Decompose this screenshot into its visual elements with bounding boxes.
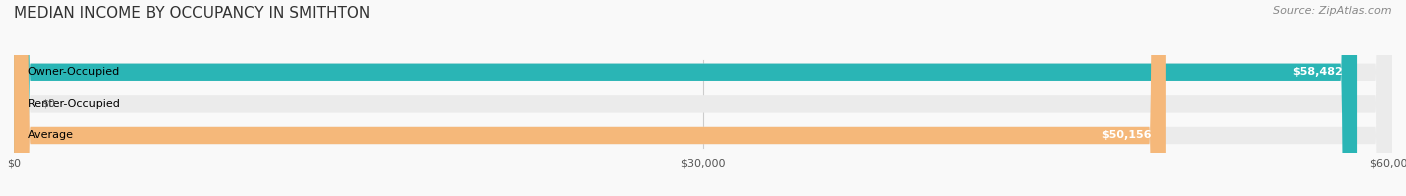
- Text: $0: $0: [42, 99, 56, 109]
- Text: MEDIAN INCOME BY OCCUPANCY IN SMITHTON: MEDIAN INCOME BY OCCUPANCY IN SMITHTON: [14, 6, 370, 21]
- FancyBboxPatch shape: [14, 0, 1166, 196]
- FancyBboxPatch shape: [14, 0, 1357, 196]
- Text: Owner-Occupied: Owner-Occupied: [28, 67, 120, 77]
- Text: Renter-Occupied: Renter-Occupied: [28, 99, 121, 109]
- FancyBboxPatch shape: [14, 0, 1392, 196]
- Text: Source: ZipAtlas.com: Source: ZipAtlas.com: [1274, 6, 1392, 16]
- Text: Average: Average: [28, 131, 75, 141]
- FancyBboxPatch shape: [14, 0, 1392, 196]
- Text: $58,482: $58,482: [1292, 67, 1343, 77]
- FancyBboxPatch shape: [14, 0, 1392, 196]
- Text: $50,156: $50,156: [1101, 131, 1152, 141]
